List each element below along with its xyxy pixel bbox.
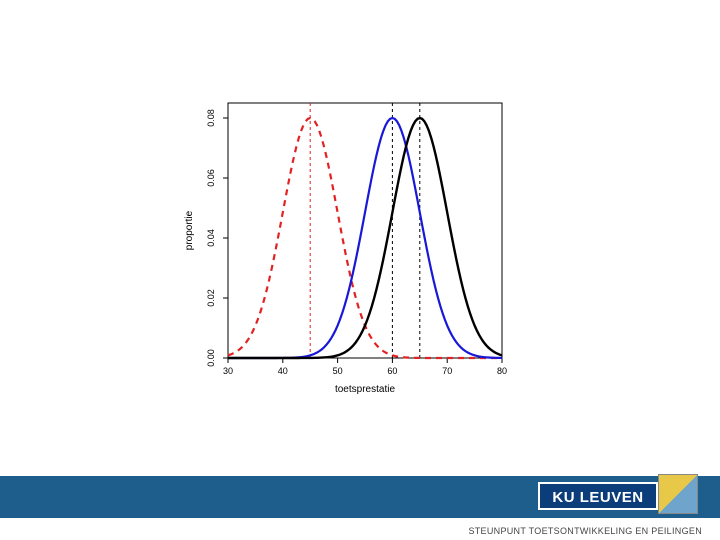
ku-leuven-logo: KU LEUVEN [538, 482, 658, 510]
svg-text:60: 60 [387, 366, 397, 376]
svg-text:70: 70 [442, 366, 452, 376]
svg-text:toetsprestatie: toetsprestatie [335, 384, 395, 395]
footer-caption: STEUNPUNT TOETSONTWIKKELING EN PEILINGEN [468, 526, 702, 536]
svg-text:0.02: 0.02 [206, 289, 216, 307]
svg-text:0.06: 0.06 [206, 169, 216, 187]
svg-text:80: 80 [497, 366, 507, 376]
svg-text:50: 50 [333, 366, 343, 376]
svg-text:0.04: 0.04 [206, 229, 216, 247]
svg-text:proportie: proportie [184, 210, 195, 250]
svg-text:30: 30 [223, 366, 233, 376]
svg-text:0.08: 0.08 [206, 109, 216, 127]
density-chart: 30 40 50 60 70 80 0.00 0.02 0.04 0.06 0.08 toetspre… [180, 95, 510, 400]
svg-text:40: 40 [278, 366, 288, 376]
svg-text:0.00: 0.00 [206, 349, 216, 367]
logo-square-icon [658, 474, 698, 514]
